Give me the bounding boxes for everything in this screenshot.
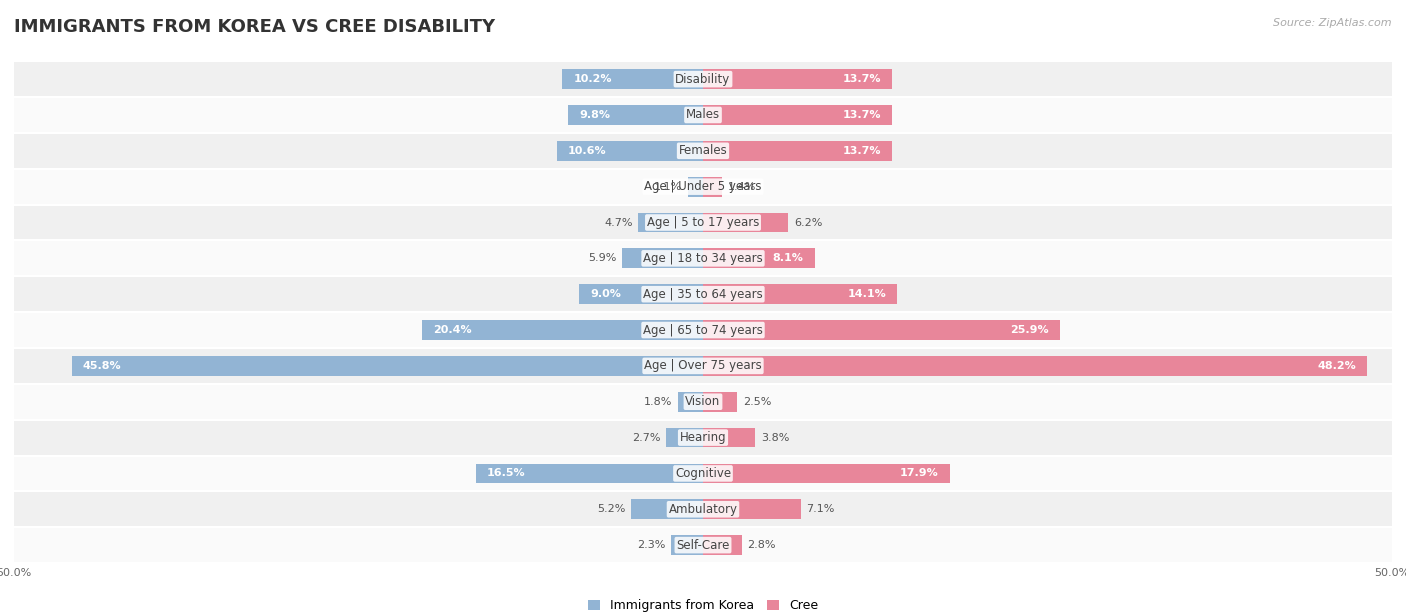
Text: 2.3%: 2.3%	[637, 540, 666, 550]
Text: 9.8%: 9.8%	[579, 110, 610, 120]
Text: 20.4%: 20.4%	[433, 325, 471, 335]
Bar	[14, 455, 1392, 491]
Text: Ambulatory: Ambulatory	[668, 503, 738, 516]
Bar	[631, 499, 703, 519]
Bar	[703, 248, 814, 268]
Text: 2.8%: 2.8%	[747, 540, 776, 550]
Bar	[703, 141, 891, 161]
Text: 10.2%: 10.2%	[574, 74, 612, 84]
Text: 6.2%: 6.2%	[794, 217, 823, 228]
Text: IMMIGRANTS FROM KOREA VS CREE DISABILITY: IMMIGRANTS FROM KOREA VS CREE DISABILITY	[14, 18, 495, 36]
Bar	[678, 392, 703, 412]
Text: 25.9%: 25.9%	[1011, 325, 1049, 335]
Text: 16.5%: 16.5%	[486, 468, 526, 479]
Legend: Immigrants from Korea, Cree: Immigrants from Korea, Cree	[582, 594, 824, 612]
Text: 13.7%: 13.7%	[842, 110, 880, 120]
Text: 17.9%: 17.9%	[900, 468, 939, 479]
Bar	[14, 348, 1392, 384]
Bar	[568, 105, 703, 125]
Text: 5.2%: 5.2%	[598, 504, 626, 514]
Bar	[688, 177, 703, 196]
Bar	[703, 105, 891, 125]
Bar	[14, 133, 1392, 169]
Bar	[703, 285, 897, 304]
Bar	[14, 384, 1392, 420]
Text: Cognitive: Cognitive	[675, 467, 731, 480]
Bar	[475, 463, 703, 483]
Bar	[703, 212, 789, 233]
Text: 1.4%: 1.4%	[728, 182, 756, 192]
Bar	[14, 527, 1392, 563]
Bar	[14, 61, 1392, 97]
Text: Males: Males	[686, 108, 720, 121]
Bar	[14, 312, 1392, 348]
Bar	[562, 69, 703, 89]
Bar	[703, 392, 738, 412]
Bar	[422, 320, 703, 340]
Bar	[703, 499, 801, 519]
Text: Age | 5 to 17 years: Age | 5 to 17 years	[647, 216, 759, 229]
Bar	[14, 241, 1392, 276]
Bar	[557, 141, 703, 161]
Text: Hearing: Hearing	[679, 431, 727, 444]
Text: Vision: Vision	[685, 395, 721, 408]
Bar	[703, 320, 1060, 340]
Bar	[703, 463, 949, 483]
Bar	[14, 491, 1392, 527]
Text: Age | 18 to 34 years: Age | 18 to 34 years	[643, 252, 763, 265]
Bar	[14, 169, 1392, 204]
Text: 13.7%: 13.7%	[842, 74, 880, 84]
Bar	[579, 285, 703, 304]
Text: 2.5%: 2.5%	[742, 397, 772, 407]
Bar	[638, 212, 703, 233]
Text: 8.1%: 8.1%	[773, 253, 804, 263]
Bar	[666, 428, 703, 447]
Bar	[621, 248, 703, 268]
Text: 10.6%: 10.6%	[568, 146, 606, 156]
Bar	[14, 276, 1392, 312]
Text: 14.1%: 14.1%	[848, 289, 886, 299]
Text: Source: ZipAtlas.com: Source: ZipAtlas.com	[1274, 18, 1392, 28]
Text: Disability: Disability	[675, 73, 731, 86]
Bar	[703, 428, 755, 447]
Text: 2.7%: 2.7%	[631, 433, 661, 442]
Text: Females: Females	[679, 144, 727, 157]
Text: Self-Care: Self-Care	[676, 539, 730, 551]
Text: 48.2%: 48.2%	[1317, 361, 1357, 371]
Bar	[14, 204, 1392, 241]
Text: 1.8%: 1.8%	[644, 397, 672, 407]
Text: Age | 65 to 74 years: Age | 65 to 74 years	[643, 324, 763, 337]
Bar	[14, 420, 1392, 455]
Text: 9.0%: 9.0%	[591, 289, 621, 299]
Bar	[72, 356, 703, 376]
Text: 3.8%: 3.8%	[761, 433, 789, 442]
Text: 7.1%: 7.1%	[807, 504, 835, 514]
Text: 4.7%: 4.7%	[605, 217, 633, 228]
Bar	[703, 69, 891, 89]
Text: Age | Under 5 years: Age | Under 5 years	[644, 180, 762, 193]
Bar	[14, 97, 1392, 133]
Text: 5.9%: 5.9%	[588, 253, 616, 263]
Text: Age | 35 to 64 years: Age | 35 to 64 years	[643, 288, 763, 300]
Bar	[703, 177, 723, 196]
Text: 1.1%: 1.1%	[654, 182, 682, 192]
Text: Age | Over 75 years: Age | Over 75 years	[644, 359, 762, 372]
Bar	[703, 356, 1367, 376]
Text: 13.7%: 13.7%	[842, 146, 880, 156]
Bar	[703, 536, 741, 555]
Text: 45.8%: 45.8%	[83, 361, 121, 371]
Bar	[671, 536, 703, 555]
